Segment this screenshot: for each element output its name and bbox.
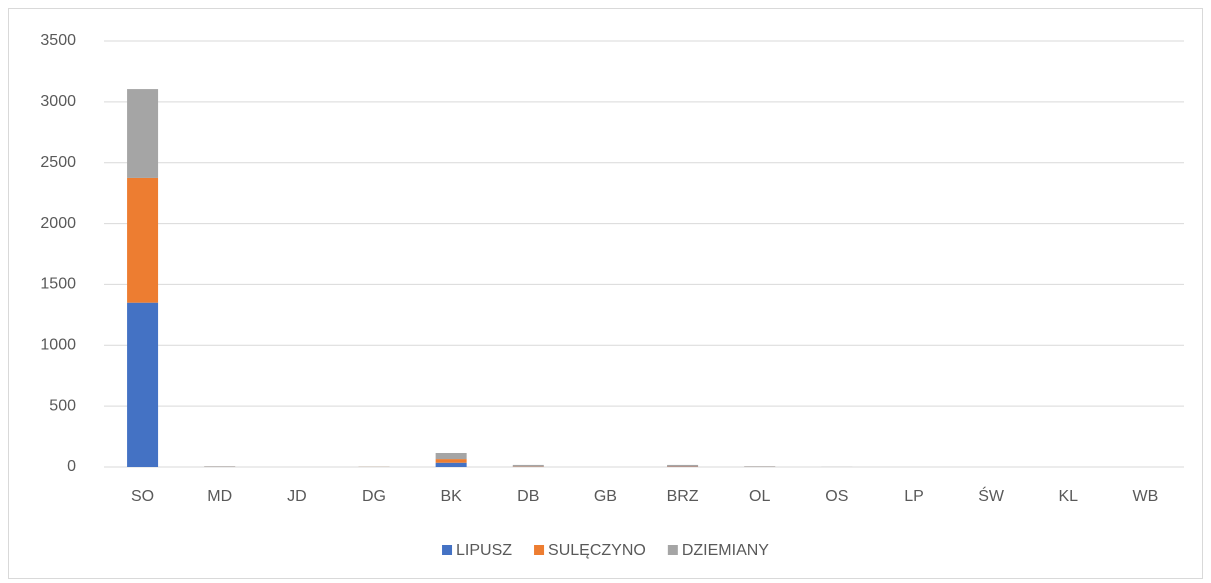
x-tick-label: DG <box>362 488 386 505</box>
legend-label: DZIEMIANY <box>682 542 769 559</box>
x-tick-label: DB <box>517 488 539 505</box>
bar-segment <box>127 302 159 467</box>
y-tick-label: 500 <box>49 397 76 414</box>
bar-segment <box>435 459 467 463</box>
bar-segment <box>512 464 544 467</box>
bar-segment <box>127 177 159 303</box>
bar-segment <box>667 464 699 467</box>
bar-segment <box>204 466 236 467</box>
legend-swatch <box>667 545 678 555</box>
y-tick-label: 0 <box>67 458 76 475</box>
x-tick-label: OL <box>749 488 770 505</box>
x-tick-label: WB <box>1133 488 1159 505</box>
bar-segment <box>127 89 159 178</box>
x-tick-label: MD <box>207 488 232 505</box>
x-tick-label: BK <box>440 488 462 505</box>
x-tick-label: GB <box>594 488 617 505</box>
legend-swatch <box>442 545 453 555</box>
y-tick-label: 2500 <box>40 154 76 171</box>
x-tick-label: KL <box>1058 488 1078 505</box>
legend-swatch <box>534 545 545 555</box>
x-tick-label: BRZ <box>667 488 699 505</box>
y-tick-label: 1500 <box>40 276 76 293</box>
x-tick-label: ŚW <box>978 486 1005 505</box>
x-tick-label: OS <box>825 488 848 505</box>
chart-frame <box>8 8 1203 579</box>
y-tick-label: 3000 <box>40 93 76 110</box>
x-tick-label: SO <box>131 488 154 505</box>
bar-segment <box>435 453 467 460</box>
y-tick-label: 3500 <box>40 32 76 49</box>
bar-segment <box>435 462 467 467</box>
legend-label: LIPUSZ <box>456 542 512 559</box>
y-tick-label: 1000 <box>40 337 76 354</box>
x-tick-label: LP <box>904 488 924 505</box>
y-tick-label: 2000 <box>40 215 76 232</box>
legend-label: SULĘCZYNO <box>548 542 646 559</box>
x-tick-label: JD <box>287 488 307 505</box>
